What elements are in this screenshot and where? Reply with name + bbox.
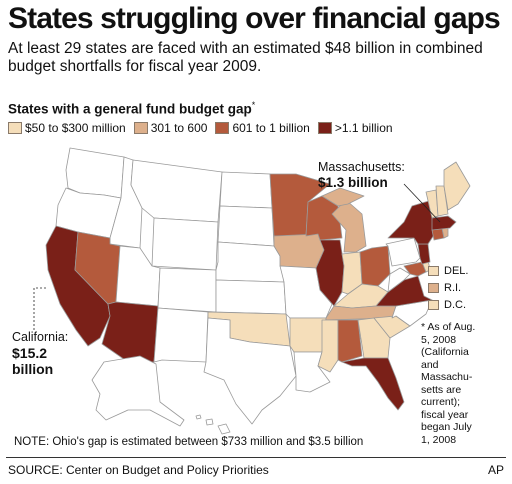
footnote-line: fiscal year xyxy=(421,408,469,421)
small-states-legend: DEL. R.I. D.C. xyxy=(428,262,468,313)
state-michigan-up xyxy=(321,187,365,207)
footnote-line: (California xyxy=(421,346,469,358)
legend-swatch xyxy=(8,122,22,134)
state-florida xyxy=(341,357,405,411)
state-hawaii-2 xyxy=(205,418,214,426)
legend-item-301-600: 301 to 600 xyxy=(133,121,208,135)
state-new-mexico xyxy=(153,307,209,363)
state-north-dakota xyxy=(219,171,273,209)
us-state-map xyxy=(33,147,471,435)
state-west-virginia xyxy=(387,267,411,293)
callout-california-value-1: $15.2 xyxy=(12,345,48,361)
callout-massachusetts: Massachusetts: $1.3 billion xyxy=(318,160,405,190)
footnote-line: began July xyxy=(421,421,472,433)
state-wyoming xyxy=(151,217,219,271)
legend: $50 to $300 million 301 to 600 601 to 1 … xyxy=(8,120,401,136)
state-alaska xyxy=(91,355,185,427)
footnote-line: 1, 2008 xyxy=(421,433,457,446)
legend-item-50-300: $50 to $300 million xyxy=(8,121,126,135)
state-new-jersey xyxy=(417,243,431,265)
state-texas xyxy=(203,317,297,425)
legend-item-over-1-1b: >1.1 billion xyxy=(317,121,393,135)
small-state-label: D.C. xyxy=(444,298,466,311)
small-state-swatch xyxy=(428,299,439,310)
map-title: States struggling over financial gaps xyxy=(8,2,501,35)
legend-swatch xyxy=(317,122,332,134)
footnote-line: setts are xyxy=(421,383,462,396)
small-state-rhode-island: R.I. xyxy=(428,279,468,296)
state-hawaii xyxy=(217,423,231,435)
footnote-line: * As of Aug. xyxy=(421,321,476,333)
callout-california: California: $15.2 billion xyxy=(12,330,68,377)
callout-massachusetts-name: Massachusetts: xyxy=(318,160,405,174)
legend-item-601-1b: 601 to 1 billion xyxy=(215,121,310,135)
ohio-note: NOTE: Ohio's gap is estimated between $7… xyxy=(14,436,364,448)
legend-label: 601 to 1 billion xyxy=(232,121,310,135)
callout-massachusetts-value: $1.3 billion xyxy=(318,175,388,190)
small-state-swatch xyxy=(428,282,439,293)
footnote-line: and xyxy=(421,358,439,371)
map-subtitle: At least 29 states are faced with an est… xyxy=(8,40,483,75)
legend-title-asterisk: * xyxy=(251,100,256,110)
credit-text: AP xyxy=(487,463,504,477)
state-montana xyxy=(130,159,223,223)
legend-label: $50 to $300 million xyxy=(25,121,126,135)
footnote-line: Massachu- xyxy=(421,371,473,383)
state-pennsylvania xyxy=(385,237,421,267)
small-state-swatch xyxy=(428,265,439,276)
callout-california-name: California: xyxy=(12,330,69,344)
state-washington xyxy=(65,147,125,199)
state-colorado xyxy=(157,267,217,313)
state-arizona xyxy=(101,301,159,363)
state-alabama xyxy=(337,319,363,363)
legend-label: 301 to 600 xyxy=(150,121,208,135)
leader-line-california xyxy=(33,287,48,330)
legend-title-text: States with a general fund budget gap xyxy=(8,101,252,117)
legend-swatch xyxy=(215,122,230,134)
state-kansas xyxy=(215,279,287,315)
state-ohio xyxy=(359,245,391,287)
footnote-line: 5, 2008 xyxy=(421,333,457,346)
state-massachusetts xyxy=(431,215,457,231)
state-arkansas xyxy=(289,317,327,353)
source-divider xyxy=(6,457,506,458)
state-nebraska xyxy=(215,241,285,283)
source-text: SOURCE: Center on Budget and Policy Prio… xyxy=(8,463,269,477)
small-state-delaware: DEL. xyxy=(428,262,468,279)
state-iowa xyxy=(273,233,325,269)
legend-label: >1.1 billion xyxy=(334,121,393,135)
footnote: * As of Aug. 5, 2008 (California and Mas… xyxy=(421,321,509,446)
callout-california-value-2: billion xyxy=(12,361,54,377)
legend-title: States with a general fund budget gap* xyxy=(8,100,255,117)
footnote-line: current); xyxy=(421,396,461,408)
small-state-label: R.I. xyxy=(444,281,462,294)
small-state-label: DEL. xyxy=(444,264,469,277)
state-hawaii-3 xyxy=(195,414,202,420)
state-south-dakota xyxy=(217,205,275,247)
legend-swatch xyxy=(133,122,148,134)
state-maine xyxy=(443,161,471,211)
state-maryland xyxy=(403,261,427,277)
leader-line-massachusetts xyxy=(403,183,441,223)
small-state-dc: D.C. xyxy=(428,296,468,313)
